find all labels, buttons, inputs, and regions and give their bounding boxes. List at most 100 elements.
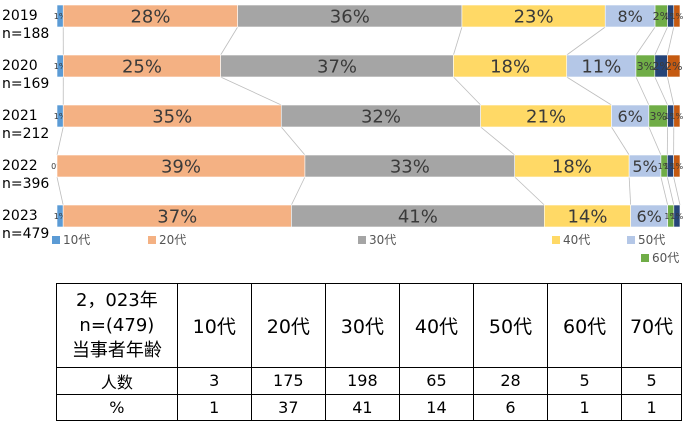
table-cell: 65 <box>398 367 474 395</box>
series-connector-line <box>453 76 481 106</box>
data-label: 18% <box>490 56 530 77</box>
year-tick-label: 2022 <box>2 158 38 174</box>
bar-segment <box>673 4 681 28</box>
legend-entry: 10代 <box>63 233 90 247</box>
data-label: 32% <box>361 106 401 127</box>
series-connector-line <box>628 176 632 206</box>
data-label: 37% <box>317 56 357 77</box>
data-label: 41% <box>398 206 438 227</box>
sample-size-label: n=169 <box>2 76 49 92</box>
series-connector-line <box>611 126 630 156</box>
table-cell: 1 <box>176 393 252 422</box>
series-connector-line <box>453 26 463 56</box>
data-label: 1% <box>664 12 677 21</box>
table-title-line-3: 当事者年齢 <box>71 340 162 362</box>
table-cell: 175 <box>250 367 326 395</box>
table-cell: 6 <box>472 393 549 422</box>
table-cell: 37 <box>250 393 326 422</box>
legend-entry: 50代 <box>638 233 665 247</box>
series-connector-line <box>56 176 64 206</box>
legend-swatch <box>52 236 60 244</box>
series-connector-line <box>654 26 668 56</box>
sample-size-label: n=479 <box>2 226 49 242</box>
sample-size-label: n=212 <box>2 126 49 142</box>
series-connector-line <box>667 76 675 106</box>
data-label: 6% <box>636 207 661 226</box>
table-cell: 198 <box>324 367 400 395</box>
legend-entry: 40代 <box>563 233 590 247</box>
data-label: 35% <box>152 106 192 127</box>
data-label: 21% <box>526 106 566 127</box>
bar-segment <box>673 104 681 128</box>
series-connector-line <box>660 176 669 206</box>
data-label: 2% <box>665 60 682 73</box>
sample-size-label: n=396 <box>2 176 49 192</box>
year-tick-label: 2020 <box>2 58 38 74</box>
data-label: 1% <box>671 12 684 21</box>
table-header-row: 2，023年 n=(479) 当事者年齢 10代 20代 30代 40代 50代… <box>56 282 682 369</box>
sample-size-label: n=188 <box>2 26 49 42</box>
table-row-label: 人数 <box>56 367 178 395</box>
table-row: % 1 37 41 14 6 1 1 <box>56 393 682 422</box>
data-label: 23% <box>514 6 554 27</box>
data-label: 37% <box>157 206 197 227</box>
table-cell: 5 <box>547 367 623 395</box>
table-col-70s: 70代 <box>621 282 682 369</box>
year-tick-label: 2023 <box>2 208 38 224</box>
series-connector-line <box>666 176 675 206</box>
series-connector-line <box>635 26 656 56</box>
data-label: 1% <box>664 112 677 121</box>
data-label: 1% <box>671 212 684 221</box>
table-cell: 1 <box>547 393 623 422</box>
data-label: 3% <box>637 60 654 73</box>
bar-segment <box>673 204 681 228</box>
table-title-line-2: n=(479) <box>79 315 155 337</box>
legend-entry: 60代 <box>652 251 679 265</box>
data-label: 28% <box>130 6 170 27</box>
age-table: 2，023年 n=(479) 当事者年齢 10代 20代 30代 40代 50代… <box>56 282 682 422</box>
data-label: 1% <box>671 112 684 121</box>
bar-segment <box>673 154 681 178</box>
series-connector-line <box>654 76 668 106</box>
bar-segment <box>667 54 681 78</box>
data-label: 1% <box>54 112 67 121</box>
legend-entry: 20代 <box>159 233 186 247</box>
data-label: 11% <box>581 56 621 77</box>
data-label: 25% <box>122 56 162 77</box>
data-label: 39% <box>161 156 201 177</box>
table-cell: 28 <box>472 367 549 395</box>
legend-entry: 30代 <box>369 233 396 247</box>
table-header-title: 2，023年 n=(479) 当事者年齢 <box>56 282 178 369</box>
series-connector-line <box>56 126 64 156</box>
table-col-10s: 10代 <box>176 282 252 369</box>
table-cell: 3 <box>176 367 252 395</box>
table-cell: 14 <box>398 393 474 422</box>
series-connector-line <box>566 76 612 106</box>
series-connector-line <box>673 176 681 206</box>
table-col-40s: 40代 <box>398 282 474 369</box>
data-label: 1% <box>664 212 677 221</box>
legend-swatch <box>552 236 560 244</box>
data-label: 1% <box>664 162 677 171</box>
legend-swatch <box>358 236 366 244</box>
table-col-50s: 50代 <box>472 282 549 369</box>
data-label: 33% <box>390 156 430 177</box>
table-title-line-1: 2，023年 <box>75 290 158 312</box>
series-connector-line <box>480 126 515 156</box>
data-label: 14% <box>567 206 607 227</box>
series-connector-line <box>514 176 545 206</box>
data-label: 1% <box>658 162 671 171</box>
series-connector-line <box>566 26 606 56</box>
data-label: 18% <box>552 156 592 177</box>
table-row: 人数 3 175 198 65 28 5 5 <box>56 367 682 395</box>
series-connector-line <box>648 126 662 156</box>
series-connector-line <box>667 26 675 56</box>
table-col-60s: 60代 <box>547 282 623 369</box>
data-label: 1% <box>54 62 67 71</box>
data-label: 2% <box>653 10 670 23</box>
series-connector-line <box>220 76 282 106</box>
table-col-20s: 20代 <box>250 282 326 369</box>
table-cell: 5 <box>621 367 682 395</box>
data-label: 8% <box>617 7 642 26</box>
